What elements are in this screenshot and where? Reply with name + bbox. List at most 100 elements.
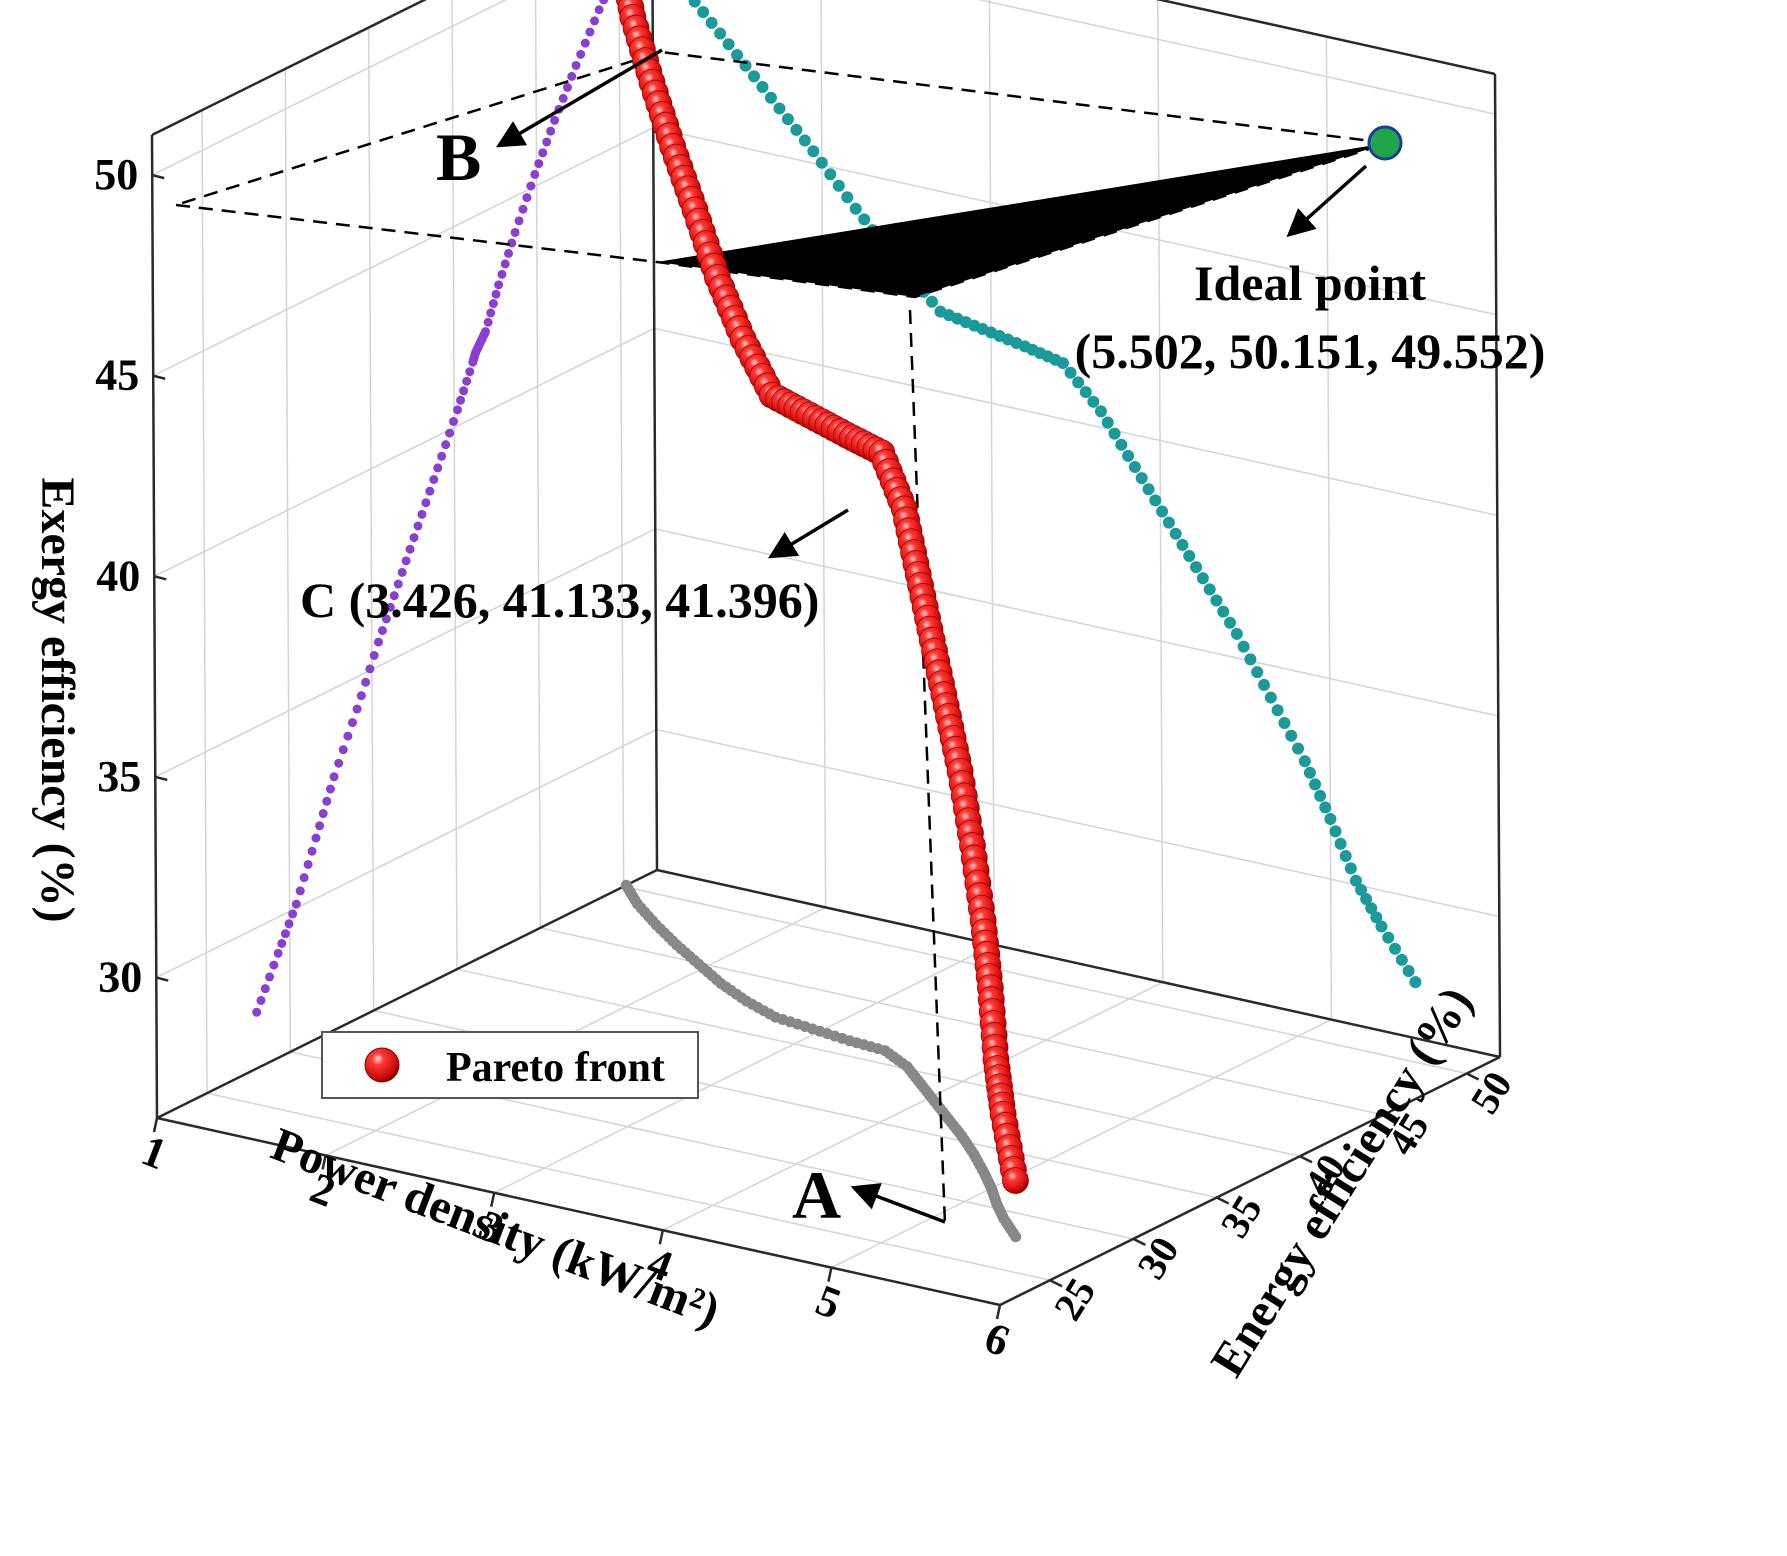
teal-projection-point [688,0,701,8]
box-edge [156,868,658,1120]
purple-projection-point [497,269,507,279]
z-tick-label: 40 [96,551,140,600]
purple-projection-point [550,115,560,125]
annotation-arrow [768,508,849,559]
purple-projection-point [571,60,581,70]
annotation-arrow [495,48,663,148]
teal-projection-point [1251,666,1264,679]
teal-projection-point [1237,640,1250,653]
x-tick-mark [827,1267,833,1282]
teal-projection-point [1355,883,1368,896]
purple-projection-point [518,204,528,214]
purple-projection-point [347,718,357,728]
purple-projection-point [526,181,536,191]
purple-projection-point [510,227,520,237]
teal-projection-point [1230,627,1243,640]
teal-projection-point [773,102,786,115]
purple-projection-point [397,567,407,577]
purple-projection-point [522,193,532,203]
annotation-c: C (3.426, 41.133, 41.396) [300,572,819,628]
reference-dashed-drop [908,309,947,1226]
teal-projection-point [756,81,769,94]
purple-projection-point [307,846,317,856]
y-tick-mark [1132,1237,1146,1246]
box-edge [156,1116,1001,1307]
z-tick-mark [151,173,165,180]
box-edge [150,134,159,1119]
reference-dashed-line [657,143,1387,297]
z-axis-label: Exergy efficiency (%) [31,477,84,922]
box-edge [656,868,1501,1059]
axes-box [150,0,1502,1307]
teal-projection-point [1162,516,1175,529]
legend: Pareto front [321,1031,699,1099]
teal-projection-point [1169,527,1182,540]
teal-projection-point [1285,729,1298,742]
purple-projection-point [456,395,466,405]
gridline [201,110,208,1094]
teal-projection-point [1217,605,1230,618]
purple-projection-point [256,995,266,1005]
legend-label: Pareto front [446,1045,665,1091]
purple-projection-point [311,833,321,843]
teal-projection-point [1183,550,1196,563]
grid-layer [151,0,1501,1306]
purple-projection-point [585,27,595,37]
purple-projection-point [343,731,353,741]
purple-projection-point [381,614,391,624]
purple-projection-point [500,259,510,269]
z-tick-mark [152,374,166,380]
purple-projection-point [468,357,478,367]
teal-projection-point [1224,616,1237,629]
teal-projection-point [824,168,837,181]
annotation-arrow [850,1183,946,1224]
gridline [151,0,507,176]
gridline [820,0,827,908]
purple-projection-point [413,521,423,531]
gridline [988,0,995,945]
purple-projection-point [567,71,577,81]
purple-projection-point [393,579,403,589]
teal-projection-point [1056,357,1069,370]
gray-projection-point [1010,1231,1022,1243]
box-edge [151,0,427,137]
z-tick-label: 50 [94,150,138,199]
teal-projection-point [1278,717,1291,730]
purple-projection-point [269,960,279,970]
teal-projection-point [1319,801,1332,814]
y-tick-mark [1049,1279,1063,1288]
purple-projection-point [409,533,419,543]
x-tick-label: 1 [135,1126,173,1180]
gridline [155,728,657,979]
purple-projection-point [429,475,439,485]
teal-projection-point [1395,953,1408,966]
pareto-point [1002,1167,1029,1194]
gridline [623,885,1467,1075]
z-tick-label: 35 [97,752,141,801]
purple-projection-point [277,938,287,948]
gridline [534,0,542,928]
teal-projection-point [1079,386,1092,399]
purple-projection-point [534,159,544,169]
teal-projection-point [1094,405,1107,418]
teal-projection-point [705,16,718,29]
purple-projection-point [452,405,462,415]
teal-projection-point [1409,976,1422,989]
teal-projection-point [1382,931,1395,944]
purple-projection-point [449,416,459,426]
gridline [662,981,1164,1231]
z-tick-label: 30 [98,953,142,1002]
teal-projection-point [1271,704,1284,717]
x-axis-label: Power density (kW/m²) [264,1118,726,1338]
purple-projection-point [488,299,498,309]
teal-projection-point [1389,942,1402,955]
x-tick-mark [152,1117,159,1133]
x-tick-mark [995,1304,1002,1320]
teal-projection-point [1339,850,1352,863]
z-tick-mark [155,976,169,982]
purple-projection-point [291,899,301,909]
data-layer [175,0,1422,1243]
teal-projection-point [1344,862,1357,875]
gridline [206,1092,1051,1281]
purple-projection-point [546,126,556,136]
